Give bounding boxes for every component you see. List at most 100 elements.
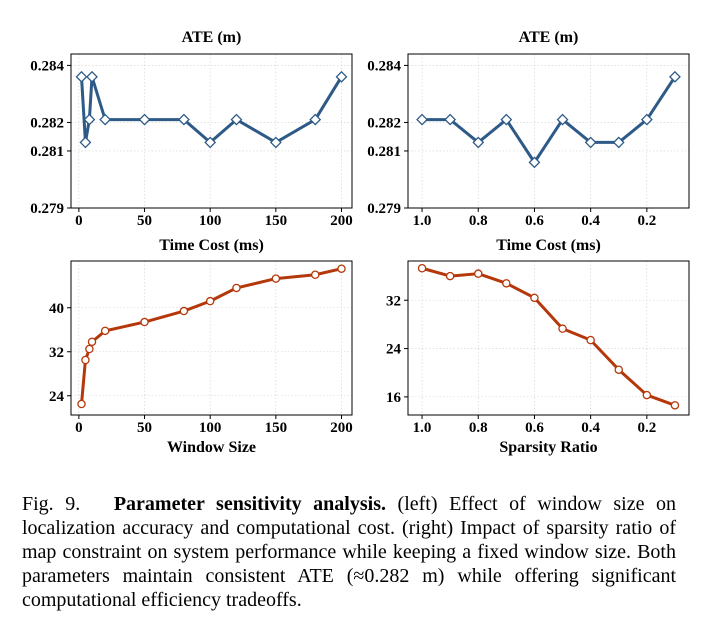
data-point: [670, 401, 680, 410]
x-tick-label: 100: [199, 420, 222, 436]
data-point: [77, 399, 86, 409]
data-point: [556, 113, 569, 126]
x-axis-label: Sparsity Ratio: [499, 439, 597, 456]
x-tick-label: 1.0: [413, 420, 432, 436]
x-tick-label: 0.4: [581, 420, 600, 436]
x-tick-label: 150: [265, 213, 288, 229]
data-point: [640, 113, 653, 126]
series-line: [422, 75, 677, 164]
series-line: [80, 75, 343, 144]
x-tick-label: 0.6: [525, 213, 544, 229]
y-tick-label: 0.281: [30, 144, 64, 160]
figure-caption: Fig. 9. Parameter sensitivity analysis. …: [22, 492, 676, 612]
plot-frame: [407, 260, 690, 416]
x-tick-label: 0.8: [469, 213, 488, 229]
x-tick-label: 200: [330, 420, 353, 436]
data-point: [79, 136, 92, 149]
data-point: [271, 274, 281, 283]
caption-text: (left) Effect of window size on localiza…: [22, 493, 677, 611]
y-tick-label: 0.284: [30, 58, 64, 74]
data-point: [614, 365, 624, 374]
chart-panel-2: ATE (m) 1.0 0.8 0.6 0.4 0.2 0.279 0.281 0.282 0.2…: [367, 29, 690, 229]
y-tick-label: 0.284: [367, 58, 401, 74]
x-tick-label: 0: [75, 420, 83, 436]
caption-title: Parameter sensitivity analysis.: [113, 493, 386, 515]
y-tick-label: 0.282: [367, 115, 401, 131]
data-point: [500, 113, 513, 126]
data-point: [178, 113, 190, 126]
data-point: [444, 113, 457, 126]
chart-panel-3: Time Cost (ms) 0 50 100 150 200 24 32 40 Window S…: [49, 237, 353, 456]
data-point: [85, 344, 94, 354]
x-tick-label: 0.6: [525, 420, 544, 436]
y-tick-label: 24: [386, 342, 402, 358]
data-point: [416, 113, 428, 126]
x-tick-label: 1.0: [413, 213, 432, 229]
chart-title: Time Cost (ms): [496, 237, 601, 254]
x-tick-label: 0.2: [637, 420, 656, 436]
data-point: [472, 136, 485, 149]
data-point: [204, 136, 217, 149]
x-axis-label: Window Size: [167, 439, 256, 456]
x-tick-label: 0.8: [469, 420, 488, 436]
data-point: [269, 136, 282, 149]
data-point: [473, 269, 483, 278]
x-tick-label: 0.4: [581, 213, 600, 229]
data-point: [445, 271, 455, 281]
data-point: [230, 113, 243, 126]
data-point: [310, 270, 320, 279]
data-point: [337, 264, 346, 273]
data-point: [75, 70, 88, 83]
data-point: [179, 306, 189, 316]
data-point: [530, 293, 539, 303]
series-line: [80, 267, 342, 405]
data-point: [99, 113, 112, 126]
data-point: [558, 324, 567, 333]
x-tick-label: 100: [199, 213, 222, 229]
data-point: [528, 156, 541, 169]
data-point: [205, 296, 215, 306]
x-tick-label: 200: [330, 213, 353, 229]
data-point: [83, 113, 96, 126]
chart-title: Time Cost (ms): [159, 237, 264, 254]
data-point: [586, 335, 595, 345]
y-tick-label: 32: [386, 293, 401, 309]
x-tick-label: 0: [75, 213, 83, 229]
x-tick-label: 150: [265, 420, 288, 436]
data-point: [81, 355, 90, 365]
data-point: [335, 70, 348, 83]
x-tick-label: 0.2: [637, 213, 656, 229]
data-point: [138, 113, 151, 126]
y-tick-label: 24: [49, 389, 65, 405]
chart-panel-1: ATE (m) 0 50 100 150 200 0.279 0.281 0.282 0.284: [30, 29, 352, 229]
data-point: [87, 337, 97, 347]
data-point: [140, 317, 149, 327]
data-point: [669, 70, 681, 83]
chart-panel-4: Time Cost (ms) 1.0 0.8 0.6 0.4 0.2 16 24 32 Spars…: [386, 237, 690, 456]
figure-number: Fig. 9.: [22, 493, 81, 515]
series-line: [421, 266, 676, 407]
data-point: [642, 390, 652, 400]
y-tick-label: 32: [49, 345, 64, 361]
y-tick-label: 0.279: [30, 201, 64, 217]
y-tick-label: 40: [49, 301, 64, 317]
y-tick-label: 16: [386, 390, 402, 406]
data-point: [612, 136, 625, 149]
chart-title: ATE (m): [182, 29, 242, 46]
plot-frame: [70, 53, 353, 209]
x-tick-label: 50: [137, 213, 152, 229]
data-point: [502, 279, 511, 288]
x-tick-label: 50: [137, 420, 152, 436]
data-point: [232, 283, 241, 293]
plot-frame: [407, 53, 690, 209]
figure-panel-grid: ATE (m)0 50 100 150 2000.2790.2810.2820.284A…: [30, 29, 690, 456]
data-point: [309, 113, 322, 126]
data-point: [100, 326, 110, 336]
data-point: [86, 70, 98, 83]
y-tick-label: 0.279: [367, 201, 401, 217]
data-point: [584, 136, 597, 149]
y-tick-label: 0.282: [30, 115, 64, 131]
chart-title: ATE (m): [519, 29, 579, 46]
data-point: [417, 263, 427, 273]
y-tick-label: 0.281: [367, 144, 401, 160]
